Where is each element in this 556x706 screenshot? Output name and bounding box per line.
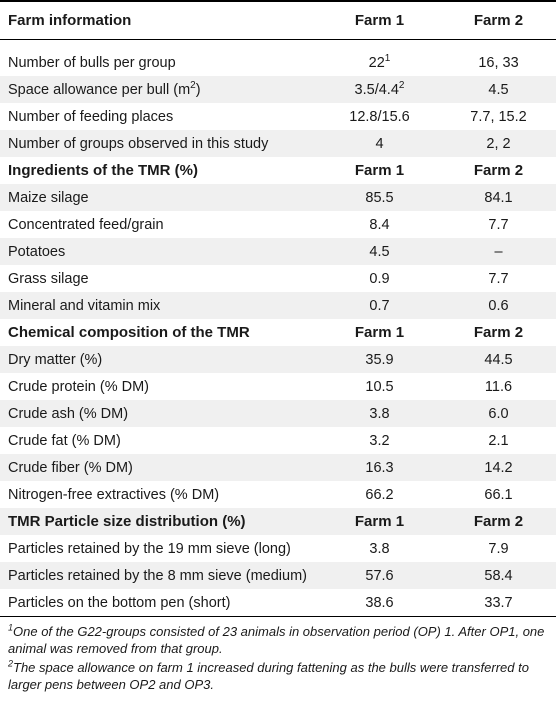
- row-label: Number of feeding places: [8, 108, 174, 125]
- row-farm1: 66.2: [365, 486, 394, 503]
- table-row: Potatoes 4.5 –: [0, 238, 556, 265]
- table-row: Number of bulls per group 221 16, 33: [0, 49, 556, 76]
- header-farm1: Farm 1: [354, 12, 405, 29]
- row-label: Crude fiber (% DM): [8, 459, 133, 476]
- row-farm1: 3.2: [369, 432, 390, 449]
- header-label: Farm information: [8, 12, 132, 29]
- row-farm1: 12.8/15.6: [349, 108, 410, 125]
- section-header-chemical: Chemical composition of the TMR Farm 1 F…: [0, 319, 556, 346]
- table-row: Number of feeding places 12.8/15.6 7.7, …: [0, 103, 556, 130]
- section-farm1: Farm 1: [354, 324, 405, 341]
- row-farm2: 66.1: [484, 486, 513, 503]
- row-farm2: 84.1: [484, 189, 513, 206]
- row-farm2: 7.9: [488, 540, 509, 557]
- table-row: Mineral and vitamin mix 0.7 0.6: [0, 292, 556, 319]
- section-farm1: Farm 1: [354, 513, 405, 530]
- row-farm2: 7.7, 15.2: [470, 108, 527, 125]
- row-label: Crude protein (% DM): [8, 378, 150, 395]
- section-label: Chemical composition of the TMR: [8, 324, 250, 341]
- table-row: Space allowance per bull (m2) 3.5/4.42 4…: [0, 76, 556, 103]
- row-label: Particles on the bottom pen (short): [8, 594, 231, 611]
- footnote-1: 1One of the G22-groups consisted of 23 a…: [8, 622, 545, 656]
- footnote-marker: 1: [384, 52, 391, 64]
- header-farm2: Farm 2: [473, 12, 524, 29]
- table-row: Particles retained by the 8 mm sieve (me…: [0, 562, 556, 589]
- row-farm1: 0.7: [369, 297, 390, 314]
- row-farm1: 35.9: [365, 351, 394, 368]
- row-farm2: 16, 33: [478, 54, 519, 71]
- row-farm2: 0.6: [488, 297, 509, 314]
- section-label: Ingredients of the TMR (%): [8, 162, 198, 179]
- row-farm1: 16.3: [365, 459, 394, 476]
- row-label: Dry matter (%): [8, 351, 103, 368]
- table-row: Crude ash (% DM) 3.8 6.0: [0, 400, 556, 427]
- table-row: Particles retained by the 19 mm sieve (l…: [0, 535, 556, 562]
- table-bottom-rule: [0, 616, 556, 617]
- row-label: Particles retained by the 19 mm sieve (l…: [8, 540, 291, 557]
- row-farm1: 8.4: [369, 216, 390, 233]
- row-farm2: 14.2: [484, 459, 513, 476]
- row-farm1: 3.8: [369, 405, 390, 422]
- footnotes: 1One of the G22-groups consisted of 23 a…: [0, 617, 556, 693]
- row-label: Number of groups observed in this study: [8, 135, 269, 152]
- table-row: Grass silage 0.9 7.7: [0, 265, 556, 292]
- row-label: Crude ash (% DM): [8, 405, 129, 422]
- section-farm1: Farm 1: [354, 162, 405, 179]
- section-farm2: Farm 2: [473, 162, 524, 179]
- row-farm2: 6.0: [488, 405, 509, 422]
- table-row: Nitrogen-free extractives (% DM) 66.2 66…: [0, 481, 556, 508]
- table-header: Farm information Farm 1 Farm 2: [0, 2, 556, 39]
- row-label: Potatoes: [8, 243, 66, 260]
- table-row: Crude fat (% DM) 3.2 2.1: [0, 427, 556, 454]
- row-farm2: 7.7: [488, 270, 509, 287]
- footnote-2: 2The space allowance on farm 1 increased…: [8, 658, 529, 692]
- row-farm2: 33.7: [484, 594, 513, 611]
- row-label: Particles retained by the 8 mm sieve (me…: [8, 567, 307, 584]
- row-farm1: 221: [368, 52, 391, 71]
- row-label: Crude fat (% DM): [8, 432, 121, 449]
- row-farm2: 2.1: [488, 432, 509, 449]
- table-row: Crude fiber (% DM) 16.3 14.2: [0, 454, 556, 481]
- row-farm1: 3.5/4.42: [354, 79, 405, 98]
- table-row: Maize silage 85.5 84.1: [0, 184, 556, 211]
- row-farm2: –: [494, 243, 503, 260]
- table-row: Dry matter (%) 35.9 44.5: [0, 346, 556, 373]
- row-label: Maize silage: [8, 189, 89, 206]
- table-row: Particles on the bottom pen (short) 38.6…: [0, 589, 556, 616]
- row-label: Mineral and vitamin mix: [8, 297, 161, 314]
- row-farm2: 44.5: [484, 351, 513, 368]
- section-header-particle: TMR Particle size distribution (%) Farm …: [0, 508, 556, 535]
- section-farm2: Farm 2: [473, 324, 524, 341]
- row-farm1: 4.5: [369, 243, 390, 260]
- row-farm2: 11.6: [484, 378, 513, 395]
- row-farm1: 3.8: [369, 540, 390, 557]
- row-label: Grass silage: [8, 270, 89, 287]
- row-farm2: 4.5: [488, 81, 509, 98]
- header-rule: [0, 39, 556, 40]
- row-farm1: 38.6: [365, 594, 394, 611]
- row-label: Nitrogen-free extractives (% DM): [8, 486, 220, 503]
- row-farm2: 2, 2: [486, 135, 511, 152]
- section-farm2: Farm 2: [473, 513, 524, 530]
- table-row: Crude protein (% DM) 10.5 11.6: [0, 373, 556, 400]
- row-farm1: 57.6: [365, 567, 394, 584]
- row-farm1: 10.5: [365, 378, 394, 395]
- row-farm1: 85.5: [365, 189, 394, 206]
- row-farm1: 0.9: [369, 270, 390, 287]
- row-farm1: 4: [375, 135, 384, 152]
- table-row: Number of groups observed in this study …: [0, 130, 556, 157]
- table-top-rule: [0, 0, 556, 2]
- row-farm2: 7.7: [488, 216, 509, 233]
- row-label: Concentrated feed/grain: [8, 216, 164, 233]
- row-farm2: 58.4: [484, 567, 513, 584]
- section-header-ingredients: Ingredients of the TMR (%) Farm 1 Farm 2: [0, 157, 556, 184]
- row-label: Number of bulls per group: [8, 54, 176, 71]
- section-label: TMR Particle size distribution (%): [8, 513, 246, 530]
- row-label: Space allowance per bull (m2): [8, 79, 201, 98]
- footnote-marker: 2: [398, 79, 405, 91]
- table-row: Concentrated feed/grain 8.4 7.7: [0, 211, 556, 238]
